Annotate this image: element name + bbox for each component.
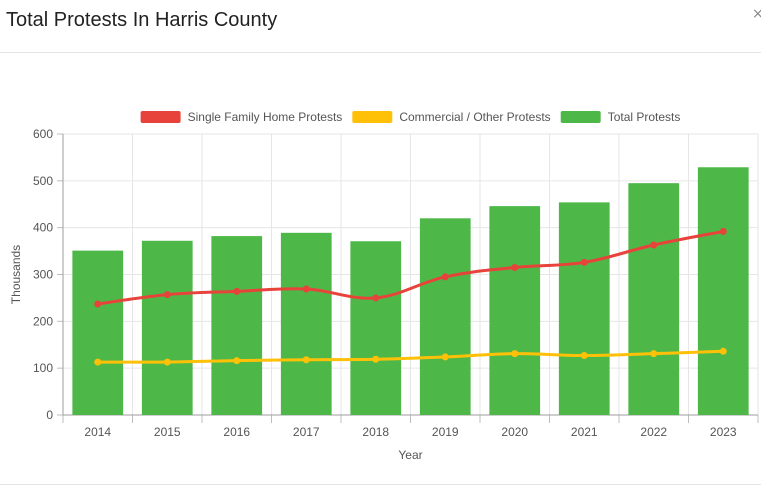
page-title: Total Protests In Harris County [6, 9, 278, 31]
x-tick-label: 2020 [501, 425, 528, 439]
bar-total-protests [141, 240, 193, 415]
point-commercial [719, 347, 727, 355]
point-single-family [302, 285, 310, 293]
point-commercial [650, 350, 658, 358]
legend-swatch [352, 111, 393, 123]
point-commercial [94, 358, 102, 366]
chart-container: 0 100 200 300 400 500 600 2014 2015 2016 2017 2018 2… [0, 100, 761, 470]
point-single-family [580, 258, 588, 266]
bar-total-protests [697, 167, 749, 415]
y-tick-label: 400 [33, 221, 53, 235]
y-tick-label: 0 [46, 408, 53, 422]
point-single-family [94, 300, 102, 308]
card-footer-divider [0, 484, 761, 485]
line-commercial [97, 349, 724, 364]
point-commercial [511, 350, 519, 358]
line-single-family [97, 229, 724, 306]
bar-total-protests [558, 202, 610, 415]
y-tick-label: 300 [33, 268, 53, 282]
point-single-family [163, 291, 171, 299]
x-tick-label: 2023 [710, 425, 737, 439]
legend-swatch [140, 111, 181, 123]
legend-label: Single Family Home Protests [188, 110, 343, 124]
point-single-family [650, 241, 658, 249]
y-axis-title: Thousands [9, 245, 23, 304]
bar-total-protests [280, 232, 332, 415]
point-single-family [511, 263, 519, 271]
bar-total-protests [72, 250, 124, 415]
legend-swatch [560, 111, 601, 123]
y-tick-label: 100 [33, 361, 53, 375]
legend-label: Total Protests [608, 110, 681, 124]
x-tick-label: 2014 [84, 425, 111, 439]
point-commercial [302, 356, 310, 364]
close-icon[interactable]: × [752, 6, 761, 22]
card-header: Total Protests In Harris County × [0, 0, 761, 53]
x-tick-label: 2017 [293, 425, 320, 439]
point-single-family [441, 273, 449, 281]
bar-total-protests [628, 183, 680, 415]
point-commercial [163, 358, 171, 366]
x-tick-label: 2018 [362, 425, 389, 439]
protests-chart: 0 100 200 300 400 500 600 2014 2015 2016 2017 2018 2… [9, 110, 759, 462]
x-axis-title: Year [398, 448, 422, 462]
x-tick-label: 2016 [223, 425, 250, 439]
y-tick-label: 600 [33, 127, 53, 141]
bar-total-protests [211, 236, 263, 415]
point-commercial [441, 353, 449, 361]
bar-total-protests [350, 241, 402, 415]
point-single-family [233, 287, 241, 295]
bar-total-protests [489, 206, 541, 415]
point-single-family [719, 227, 727, 235]
x-tick-label: 2019 [432, 425, 459, 439]
point-commercial [372, 355, 380, 363]
y-tick-label: 200 [33, 314, 53, 328]
point-commercial [580, 352, 588, 360]
legend-label: Commercial / Other Protests [399, 110, 550, 124]
point-single-family [372, 294, 380, 302]
x-tick-label: 2015 [154, 425, 181, 439]
x-tick-label: 2022 [640, 425, 667, 439]
point-commercial [233, 357, 241, 365]
bar-total-protests [419, 218, 471, 415]
x-tick-label: 2021 [571, 425, 598, 439]
y-tick-label: 500 [33, 174, 53, 188]
